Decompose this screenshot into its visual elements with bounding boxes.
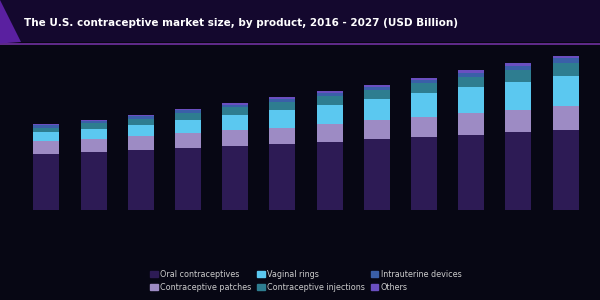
Bar [80, 152, 107, 210]
Bar [411, 93, 437, 117]
Bar [364, 120, 390, 139]
Bar [317, 93, 343, 96]
Bar [222, 103, 248, 104]
Bar [364, 87, 390, 90]
Bar [269, 99, 295, 102]
Bar [411, 80, 437, 83]
Bar [34, 141, 59, 154]
Bar [364, 85, 390, 87]
Bar [175, 110, 201, 113]
Bar [458, 113, 484, 135]
Bar [269, 98, 295, 99]
Bar [553, 106, 578, 130]
Bar [317, 124, 343, 142]
Bar [34, 128, 59, 132]
Bar [553, 63, 578, 76]
Bar [505, 63, 532, 66]
Bar [364, 99, 390, 120]
Bar [128, 119, 154, 124]
Bar [128, 115, 154, 116]
Bar [128, 116, 154, 119]
Bar [458, 77, 484, 87]
Bar [175, 109, 201, 110]
Bar [317, 142, 343, 210]
Bar [175, 113, 201, 120]
Bar [411, 78, 437, 80]
Bar [222, 146, 248, 210]
Bar [411, 83, 437, 93]
Bar [317, 91, 343, 93]
Bar [222, 104, 248, 107]
Bar [80, 139, 107, 152]
Bar [458, 70, 484, 73]
Bar [553, 76, 578, 106]
Bar [411, 117, 437, 137]
Bar [128, 150, 154, 210]
Bar [458, 73, 484, 77]
Bar [34, 124, 59, 125]
Bar [505, 66, 532, 70]
Bar [553, 56, 578, 58]
Bar [317, 104, 343, 124]
Bar [458, 87, 484, 113]
Bar [175, 148, 201, 210]
Bar [34, 154, 59, 210]
Bar [411, 137, 437, 210]
Bar [222, 115, 248, 130]
Bar [553, 130, 578, 210]
Text: The U.S. contraceptive market size, by product, 2016 - 2027 (USD Billion): The U.S. contraceptive market size, by p… [24, 17, 458, 28]
Bar [34, 132, 59, 141]
Bar [80, 121, 107, 123]
Bar [128, 124, 154, 136]
Bar [317, 96, 343, 104]
Bar [505, 110, 532, 132]
Bar [222, 107, 248, 115]
Bar [364, 139, 390, 210]
Bar [269, 102, 295, 110]
Legend: Oral contraceptives, Contraceptive patches, Vaginal rings, Contraceptive injecti: Oral contraceptives, Contraceptive patch… [151, 270, 461, 292]
Bar [34, 125, 59, 128]
Bar [505, 82, 532, 110]
Bar [505, 70, 532, 82]
Bar [128, 136, 154, 150]
Bar [80, 120, 107, 121]
Bar [458, 135, 484, 210]
Bar [505, 132, 532, 210]
Bar [553, 58, 578, 63]
Bar [175, 133, 201, 148]
Bar [269, 144, 295, 210]
Bar [175, 120, 201, 133]
Bar [269, 110, 295, 128]
Bar [364, 90, 390, 99]
Bar [222, 130, 248, 146]
Bar [80, 123, 107, 129]
Bar [269, 128, 295, 144]
Bar [80, 129, 107, 139]
